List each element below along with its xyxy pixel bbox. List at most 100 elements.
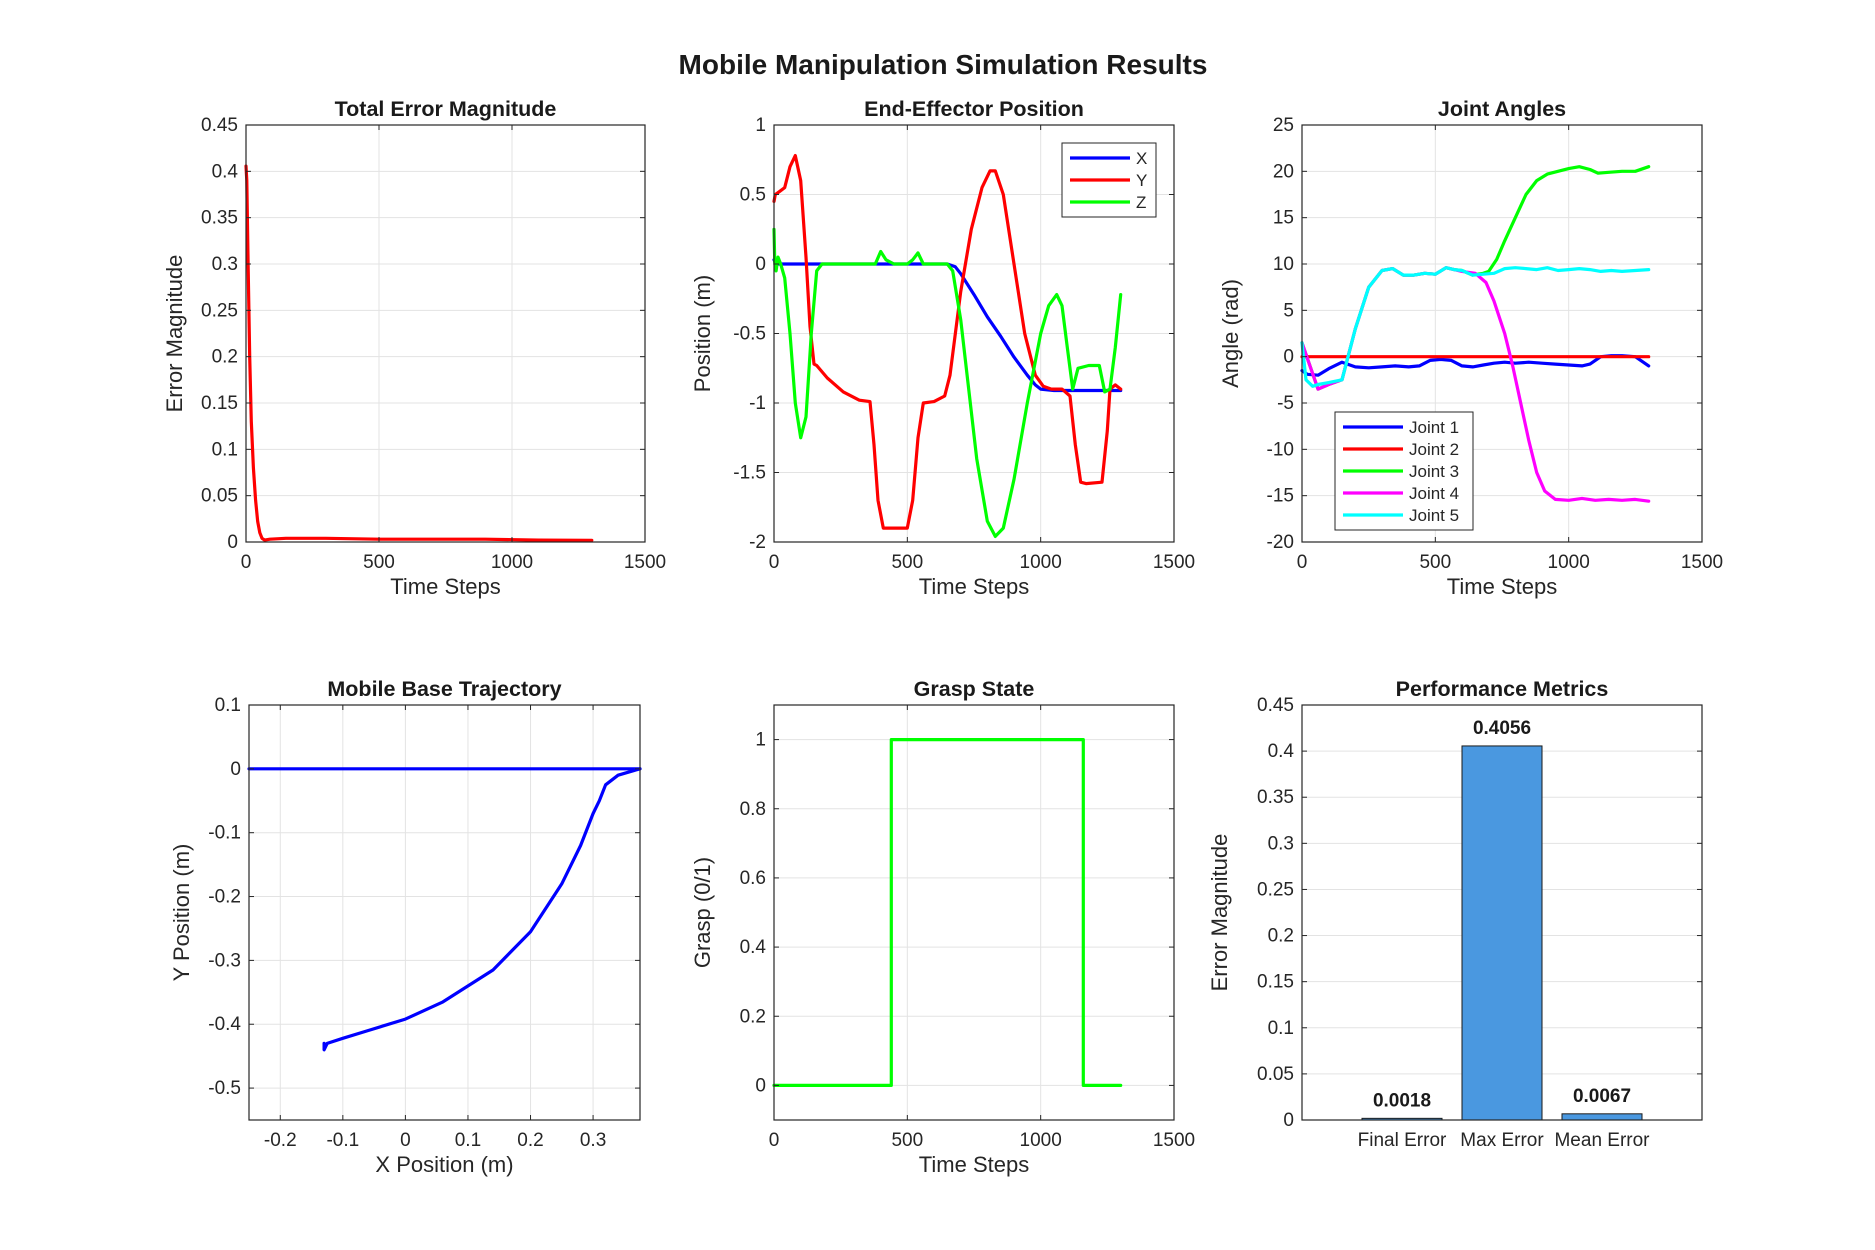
x-tick-label: -0.1 [326,1130,359,1151]
y-tick-label: 0 [755,254,766,275]
y-tick-label: 0.2 [212,347,238,368]
subplots: 0 500 1000 150000.050.10.150.20.250.30.350.… [162,97,1723,1177]
subplot-error: 0 500 1000 1500 0 0.05 0.1 0.15 0.2 0.25 0.3 0.35 0.… [162,97,666,599]
y-tick-label: 0.15 [201,393,238,414]
y-tick-label: 0.45 [201,115,238,136]
x-tick-label: 1000 [491,552,533,573]
x-tick-label: 1500 [1153,1130,1195,1151]
x-tick-label: 0.2 [517,1130,543,1151]
y-tick-label: 0 [755,1075,766,1096]
y-tick-label: -0.4 [208,1014,241,1035]
series-line-x [772,258,1123,393]
axes-box [248,704,641,1121]
series-line-1 [322,767,642,1052]
x-tick-label: 500 [891,552,923,573]
series-line-joint-5 [1300,266,1651,388]
y-axis-label: Angle (rad) [1218,279,1243,388]
bar-value-label: 0.0067 [1573,1086,1631,1107]
y-tick-label: 0.5 [740,185,766,206]
subplot-title: Performance Metrics [1396,677,1609,701]
y-tick-label: 0.35 [1257,787,1294,808]
y-tick-label: 0 [1283,1110,1294,1131]
y-tick-label: 0.15 [1257,972,1294,993]
y-tick-label: -10 [1267,439,1294,460]
y-tick-label: -1.5 [733,463,766,484]
y-tick-label: 0 [230,759,241,780]
x-tick-label: 1000 [1020,552,1062,573]
y-axis-label: Y Position (m) [169,844,194,982]
y-tick-label: 0.4 [212,161,239,182]
legend-label: Z [1136,193,1146,212]
y-tick-label: -0.3 [208,950,241,971]
y-tick-label: 0.45 [1257,695,1294,716]
x-tick-label: 1000 [1020,1130,1062,1151]
x-tick-label: -0.2 [264,1130,297,1151]
y-tick-label: 20 [1273,161,1294,182]
y-tick-label: 0.25 [1257,879,1294,900]
figure-title: Mobile Manipulation Simulation Results [679,49,1208,80]
y-tick-label: 0.3 [212,254,238,275]
x-tick-label: 0 [769,1130,780,1151]
x-tick-label: 0 [400,1130,411,1151]
x-tick-label: 500 [891,1130,923,1151]
y-tick-label: 0.6 [740,868,766,889]
y-tick-label: 0.1 [1268,1018,1294,1039]
x-tick-label: 0 [1297,552,1308,573]
subplot-grasp: 0 500 1000 1500 0 0.2 0.4 0.6 0.8 1 Grasp State Tim… [690,677,1195,1177]
subplot-title: Mobile Base Trajectory [327,677,561,701]
y-tick-label: 15 [1273,208,1294,229]
y-tick-label: -1 [749,393,766,414]
legend: Joint 1 Joint 2 Joint 3 Joint 4 Joint 5 [1334,411,1474,531]
x-axis-label: Time Steps [919,1152,1029,1177]
subplot-joints: 0 500 1000 1500 -20 -15 -10 -5 0 5 10 15 20 25 Joint A… [1218,97,1723,599]
axes-box [1301,704,1703,1121]
y-tick-label: 25 [1273,115,1294,136]
y-tick-label: 1 [755,730,766,751]
plot-area [249,705,640,1120]
y-tick-label: -2 [749,532,766,553]
x-tick-label: 1500 [624,552,666,573]
bar-value-label: 0.0018 [1373,1090,1431,1111]
y-tick-label: 0.2 [740,1006,766,1027]
x-tick-label: Final Error [1358,1130,1447,1151]
y-tick-label: 0.4 [1268,741,1295,762]
y-tick-label: -0.5 [733,324,766,345]
x-tick-label: 1500 [1681,552,1723,573]
subplot-title: Joint Angles [1438,97,1566,121]
y-tick-label: 0.35 [201,208,238,229]
legend: XYZ [1061,142,1157,218]
y-tick-label: 0.25 [201,300,238,321]
bar-value-label: 0.4056 [1473,718,1531,739]
x-tick-label: 0 [241,552,252,573]
y-tick-label: 0.05 [201,486,238,507]
y-tick-label: -20 [1267,532,1294,553]
axes-box [245,124,646,543]
series-line-z [772,227,1123,539]
y-tick-label: -5 [1277,393,1294,414]
legend-label: X [1136,149,1147,168]
y-tick-label: 0.1 [215,695,241,716]
legend-label: Joint 3 [1409,462,1459,481]
x-axis-label: Time Steps [1447,574,1557,599]
y-tick-label: 0.2 [1268,926,1294,947]
legend-label: Joint 4 [1409,484,1459,503]
x-axis-label: Time Steps [919,574,1029,599]
series-line-y [772,154,1123,530]
legend-label: Joint 5 [1409,506,1459,525]
bar [1561,1113,1643,1121]
y-tick-label: 1 [755,115,766,136]
x-tick-label: 0.1 [455,1130,481,1151]
x-tick-label: Max Error [1460,1130,1544,1151]
legend-label: Joint 1 [1409,418,1459,437]
subplot-ee: 0 500 1000 1500 -2 -1.5 -1 -0.5 0 0.5 1 End-Effecto… [690,97,1195,599]
series-line-0 [772,737,1123,1088]
x-tick-label: 1500 [1153,552,1195,573]
x-tick-label: 0.3 [580,1130,606,1151]
y-tick-label: 0.3 [1268,833,1294,854]
series-line-joint-1 [1300,354,1651,377]
x-tick-label: 1000 [1548,552,1590,573]
y-tick-label: -0.1 [208,823,241,844]
y-tick-label: 10 [1273,254,1294,275]
y-axis-label: Position (m) [690,275,715,392]
